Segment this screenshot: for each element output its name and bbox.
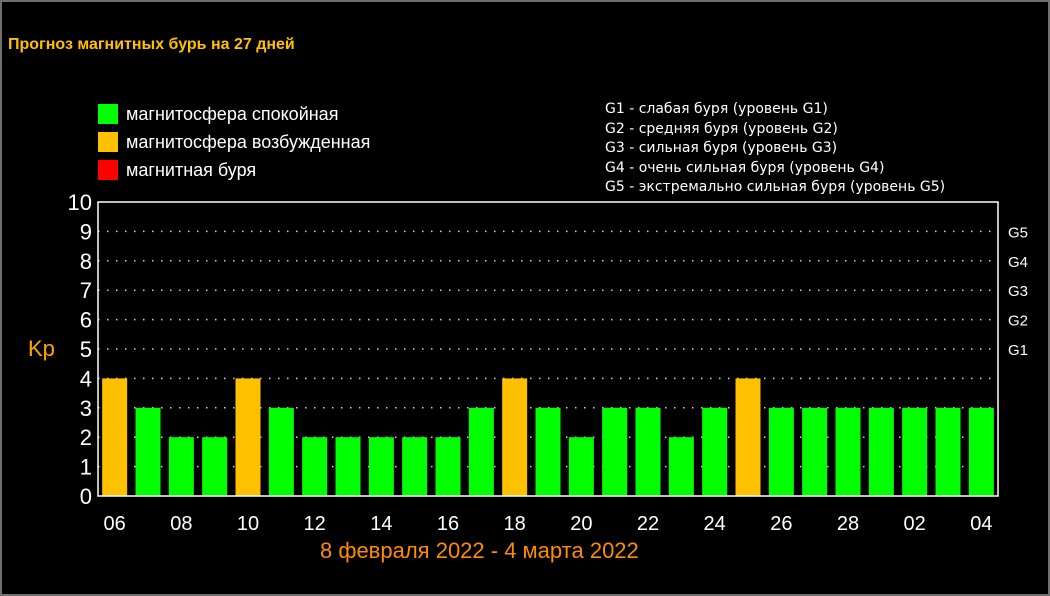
chart-title: Прогноз магнитных бурь на 27 дней [8,36,295,53]
x-tick-label: 24 [704,513,726,535]
storm-level-tick: G4 [1008,254,1028,271]
bar-28 [835,407,861,496]
bar-01 [868,407,894,496]
legend-item-disturbed: магнитосфера возбужденная [98,128,370,156]
bar-23 [668,437,694,496]
disturbed-swatch [98,132,118,152]
bar-21 [602,407,628,496]
legend-label-storm: магнитная буря [126,159,257,180]
y-tick-label: 1 [80,455,92,480]
bar-25 [735,378,761,496]
bar-14 [368,437,394,496]
x-tick-label: 08 [170,513,192,535]
y-tick-label: 8 [80,249,92,274]
y-tick-label: 3 [80,396,92,421]
legend-item-storm: магнитная буря [98,156,370,184]
bar-16 [435,437,461,496]
level-g2: G2 - средняя буря (уровень G2) [605,120,838,137]
y-tick-label: 2 [80,425,92,450]
y-axis-label: Kp [28,336,55,361]
y-tick-label: 6 [80,308,92,333]
level-g5: G5 - экстремально сильная буря (уровень … [605,179,946,195]
calm-swatch [98,104,118,124]
bar-09 [202,437,228,496]
x-tick-label: 26 [770,513,792,535]
bar-11 [268,407,294,496]
legend: магнитосфера спокойная магнитосфера возб… [98,100,370,184]
plot-area-border [97,201,999,497]
bar-19 [535,407,561,496]
bar-24 [702,407,728,496]
storm-level-tick: G1 [1008,342,1028,359]
bar-06 [102,378,128,496]
y-tick-label: 9 [80,219,92,244]
y-tick-label: 4 [80,366,92,391]
bar-20 [568,437,594,496]
bar-08 [168,437,194,496]
bar-03 [935,407,961,496]
x-tick-label: 02 [904,513,926,535]
bar-02 [902,407,928,496]
bar-12 [302,437,328,496]
x-tick-label: 04 [970,513,992,535]
x-tick-label: 16 [437,513,459,535]
x-tick-label: 22 [637,513,659,535]
legend-label-calm: магнитосфера спокойная [126,103,339,124]
x-tick-label: 10 [237,513,259,535]
storm-levels-legend: G1 - слабая буря (уровень G1) G2 - средн… [605,100,945,198]
storm-level-tick: G2 [1008,313,1028,330]
y-tick-label: 10 [68,190,92,215]
storm-level-tick: G5 [1008,224,1028,241]
bar-27 [802,407,828,496]
bar-26 [768,407,794,496]
level-g4: G4 - очень сильная буря (уровень G4) [605,159,885,176]
x-tick-label: 20 [570,513,592,535]
legend-item-calm: магнитосфера спокойная [98,100,370,128]
bar-07 [135,407,161,496]
bar-04 [968,407,994,496]
legend-label-disturbed: магнитосфера возбужденная [126,131,371,152]
bar-13 [335,437,361,496]
bar-10 [235,378,261,496]
y-tick-label: 7 [80,278,92,303]
storm-level-tick: G3 [1008,283,1028,300]
storm-swatch [98,160,118,180]
bar-22 [635,407,661,496]
y-tick-label: 5 [80,337,92,362]
level-g1: G1 - слабая буря (уровень G1) [605,101,828,117]
x-tick-label: 12 [304,513,326,535]
x-tick-label: 14 [370,513,392,535]
bar-15 [402,437,428,496]
y-tick-label: 0 [80,484,92,509]
bar-17 [468,407,494,496]
date-range-label: 8 февраля 2022 - 4 марта 2022 [320,538,639,563]
level-g3: G3 - сильная буря (уровень G3) [605,140,838,156]
x-tick-label: 18 [504,513,526,535]
x-tick-label: 28 [837,513,859,535]
bar-18 [502,378,528,496]
x-tick-label: 06 [104,513,126,535]
